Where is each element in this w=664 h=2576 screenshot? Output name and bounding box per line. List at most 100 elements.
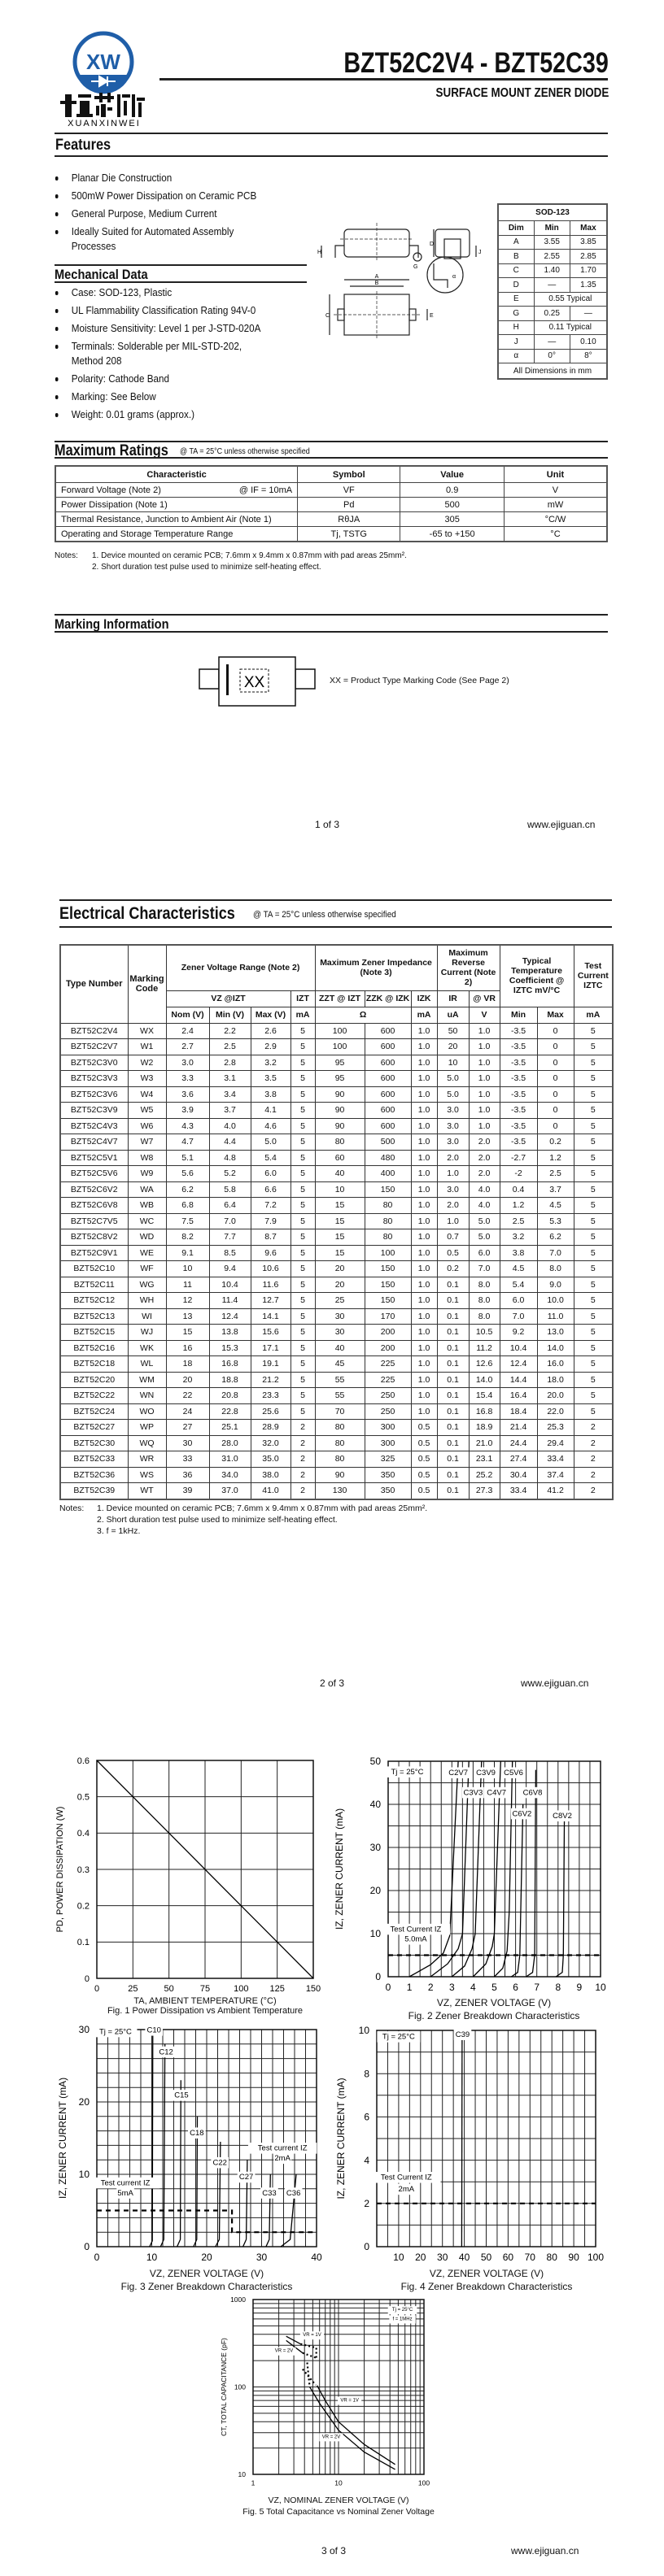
- fig2-x-tick-label: 3: [449, 1982, 455, 1993]
- fig4-annotation-bg: [372, 2172, 441, 2183]
- table-row: BZT52C11 WG 11 10.4 11.6 5 20 150 1.0 0.1 8.0 5.4 9.…: [59, 1276, 614, 1293]
- note: 1. Device mounted on ceramic PCB; 7.6mm …: [92, 551, 407, 560]
- table-cell: 37.4: [536, 1466, 574, 1483]
- table-cell: 7.0: [208, 1212, 251, 1229]
- dim-label-e: E: [430, 313, 434, 319]
- table-cell: 5: [290, 1260, 316, 1277]
- table-cell: 5: [573, 1355, 614, 1373]
- table-cell: 18.4: [499, 1403, 538, 1420]
- table-cell: 5.0: [436, 1070, 470, 1087]
- website-link[interactable]: www.ejiguan.cn: [521, 1677, 589, 1689]
- website-link[interactable]: www.ejiguan.cn: [511, 2545, 579, 2556]
- list-item: Polarity: Cathode Band: [55, 372, 260, 386]
- table-cell: -2: [499, 1165, 538, 1182]
- fig5-series-line: [302, 2368, 317, 2386]
- table-cell: 5.3: [536, 1212, 574, 1229]
- table-cell: 2: [290, 1482, 316, 1499]
- table-cell: 100: [314, 1038, 365, 1055]
- fig5-x-tick-label: 10: [334, 2479, 343, 2487]
- type-number-cell: BZT52C36: [59, 1466, 129, 1483]
- fig1-xlabel: TA, AMBIENT TEMPERATURE (°C): [133, 1996, 277, 2006]
- table-cell: 15.3: [208, 1339, 251, 1356]
- column-header-impedance: Maximum Zener Impedance (Note 3): [314, 944, 438, 991]
- fig3-annotation: Test current IZ: [258, 2144, 308, 2153]
- table-cell: 40: [314, 1165, 365, 1182]
- fig2-annotation-bg: [402, 1934, 429, 1945]
- table-cell: 2: [290, 1419, 316, 1436]
- column-header-zener-voltage: Zener Voltage Range (Note 2): [165, 944, 316, 991]
- table-cell: 0: [536, 1038, 574, 1055]
- table-row: BZT52C7V5 WC 7.5 7.0 7.9 5 15 80 1.0 1.0 5.0 2.5 5.3…: [59, 1212, 614, 1229]
- fig1-y-tick-label: 0.1: [77, 1938, 90, 1947]
- fig2-annotation: C8V2: [553, 1812, 572, 1821]
- table-cell: 2.0: [468, 1149, 500, 1166]
- fig3-y-tick-label: 20: [79, 2096, 90, 2108]
- table-row: BZT52C24 WO 24 22.8 25.6 5 70 250 1.0 0.1 16.8 18.4…: [59, 1403, 614, 1420]
- table-cell: 33.4: [536, 1451, 574, 1468]
- table-row: D —1.35: [497, 277, 608, 293]
- fig3-annotation: C12: [159, 2047, 173, 2056]
- fig2-annotation: C6V8: [523, 1788, 543, 1797]
- fig1-y-tick-label: 0.2: [77, 1902, 90, 1912]
- table-cell: 11.0: [536, 1308, 574, 1325]
- type-number-cell: BZT52C3V0: [59, 1054, 129, 1071]
- table-cell: 12.7: [250, 1292, 291, 1309]
- table-cell: 11.2: [468, 1339, 500, 1356]
- table-cell: 2.6: [250, 1022, 291, 1039]
- page-number: 1 of 3: [315, 819, 340, 830]
- table-cell: 20.8: [208, 1387, 251, 1404]
- fig3-plot-frame: [96, 2029, 317, 2247]
- table-cell: 12.4: [208, 1308, 251, 1325]
- table-cell: 8.2: [165, 1229, 210, 1246]
- table-cell: 600: [364, 1022, 412, 1039]
- table-cell: 3.3: [165, 1070, 210, 1087]
- table-cell: 5.2: [208, 1165, 251, 1182]
- table-cell: 8°: [569, 348, 608, 363]
- fig3-annotation-bg: [284, 2187, 303, 2199]
- marking-code-cell: WA: [127, 1181, 167, 1198]
- table-cell: 24: [165, 1403, 210, 1420]
- fig4-x-tick-label: 20: [415, 2252, 426, 2263]
- table-cell: 6.0: [468, 1244, 500, 1261]
- table-cell: 4.0: [468, 1197, 500, 1214]
- table-cell: 90: [314, 1086, 365, 1103]
- document-subtitle: SURFACE MOUNT ZENER DIODE: [435, 86, 609, 100]
- fig3-annotation-bg: [247, 2143, 317, 2154]
- table-cell: 5: [290, 1070, 316, 1087]
- table-cell: C: [497, 263, 535, 278]
- table-cell: 5.4: [499, 1276, 538, 1293]
- table-cell: 1.0: [410, 1197, 438, 1214]
- table-cell: 600: [364, 1102, 412, 1119]
- fig3-annotation-bg: [173, 2090, 190, 2101]
- list-item-text: UL Flammability Classification Rating 94…: [71, 304, 256, 316]
- type-number-cell: BZT52C3V3: [59, 1070, 129, 1087]
- table-cell: 1.0: [410, 1086, 438, 1103]
- table-cell: 8.0: [468, 1308, 500, 1325]
- table-cell: 1.0: [410, 1276, 438, 1293]
- website-link[interactable]: www.ejiguan.cn: [527, 819, 596, 830]
- list-item-text: 500mW Power Dissipation on Ceramic PCB: [71, 189, 257, 202]
- table-cell: 10: [165, 1260, 210, 1277]
- marking-code-cell: W8: [127, 1149, 167, 1166]
- table-cell: 5: [573, 1324, 614, 1341]
- type-number-cell: BZT52C5V6: [59, 1165, 129, 1182]
- package-outline-drawing: A B C D E G H J α: [317, 223, 482, 338]
- package-dimension-table: SOD-123 Dim Min Max A 3.55 3.85 B 2.55 2.85 C 1.40 1…: [497, 203, 608, 380]
- table-cell: 2.5: [536, 1165, 574, 1182]
- table-cell: 200: [364, 1339, 412, 1356]
- table-cell: 15: [314, 1229, 365, 1246]
- type-number-cell: BZT52C39: [59, 1482, 129, 1499]
- table-cell: 25.6: [250, 1403, 291, 1420]
- type-number-cell: BZT52C10: [59, 1260, 129, 1277]
- table-cell: 5: [573, 1086, 614, 1103]
- marking-code-cell: WC: [127, 1212, 167, 1229]
- marking-code-cell: WG: [127, 1276, 167, 1293]
- table-cell: 5: [573, 1181, 614, 1198]
- type-number-cell: BZT52C5V1: [59, 1149, 129, 1166]
- fig3-series-line: [97, 2209, 317, 2234]
- table-cell: 0.1: [436, 1308, 470, 1325]
- table-cell: 90: [314, 1102, 365, 1119]
- column-header: Max: [569, 220, 608, 236]
- table-cell: 22.8: [208, 1403, 251, 1420]
- fig2-annotation: Test Current IZ: [391, 1925, 442, 1934]
